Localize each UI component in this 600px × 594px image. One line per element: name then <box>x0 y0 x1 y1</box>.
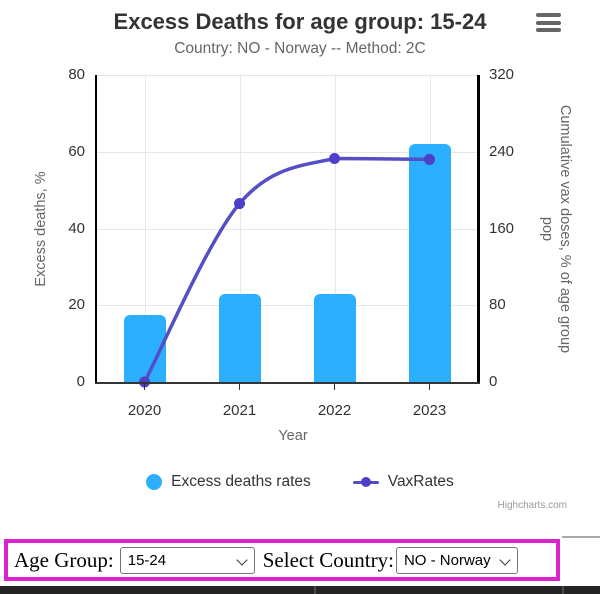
y-right-tick-label: 160 <box>489 219 515 237</box>
country-select-wrap: NO - Norway <box>395 546 518 574</box>
strip-divider <box>562 586 564 594</box>
controls-highlight-box: Age Group: 15-24 Select Country: NO - No… <box>4 539 560 581</box>
y-axis-title-right-line1: Cumulative vax doses, % of age group <box>557 104 573 354</box>
line-series-legend-icon <box>352 474 379 490</box>
bar-2020[interactable] <box>123 314 166 382</box>
y-left-tick-label: 40 <box>68 219 85 237</box>
legend-item-excess-deaths[interactable]: Excess deaths rates <box>146 473 311 491</box>
y-left-tick-label: 60 <box>68 142 85 160</box>
age-group-select[interactable]: 15-24 <box>119 546 255 574</box>
chart-subtitle: Country: NO - Norway -- Method: 2C <box>174 40 426 57</box>
vaxrates-point-2022[interactable] <box>329 152 340 164</box>
age-group-label: Age Group: <box>14 547 114 572</box>
y-left-tick-label: 20 <box>68 296 85 314</box>
y-axis-title-right-line2: pop <box>539 216 555 242</box>
y-left-tick-label: 0 <box>76 373 85 390</box>
legend-label: VaxRates <box>387 473 454 490</box>
bottom-dark-strip <box>0 586 600 594</box>
bar-2021[interactable] <box>218 293 261 382</box>
vaxrates-point-2021[interactable] <box>234 198 245 210</box>
chart-title: Excess Deaths for age group: 15-24 <box>113 9 487 34</box>
select-country-label: Select Country: <box>262 547 394 572</box>
y-left-tick-label: 80 <box>68 66 85 83</box>
x-tick-label-2022: 2022 <box>317 402 352 419</box>
x-tick-mark <box>428 384 431 390</box>
x-tick-label-2023: 2023 <box>412 402 447 419</box>
x-tick-mark <box>143 384 146 390</box>
legend-item-vaxrates[interactable]: VaxRates <box>352 473 454 491</box>
bar-2022[interactable] <box>313 293 356 382</box>
hamburger-bar <box>536 13 561 17</box>
bar-series-legend-icon <box>146 474 163 490</box>
y-right-tick-label: 320 <box>489 66 515 83</box>
hamburger-menu-icon[interactable] <box>536 13 561 32</box>
hamburger-bar <box>536 28 561 32</box>
vaxrates-point-2023[interactable] <box>424 153 435 165</box>
gridline-horizontal <box>97 151 477 153</box>
x-tick-label-2020: 2020 <box>127 402 162 419</box>
legend-marker <box>360 477 371 487</box>
gridline-horizontal <box>97 75 477 76</box>
gridline-horizontal <box>97 228 477 230</box>
highcharts-credits-link[interactable]: Highcharts.com <box>497 500 567 511</box>
x-axis-title: Year <box>278 428 308 444</box>
x-axis-line <box>94 382 480 384</box>
y-axis-line-right <box>477 75 480 383</box>
x-tick-mark <box>333 384 336 390</box>
y-right-tick-label: 240 <box>489 142 515 160</box>
country-select[interactable]: NO - Norway <box>395 546 518 574</box>
y-axis-line-left <box>94 75 97 383</box>
bar-2023[interactable] <box>408 144 451 382</box>
y-axis-title-left: Excess deaths, % <box>33 171 49 287</box>
hamburger-bar <box>536 20 561 25</box>
x-tick-label-2021: 2021 <box>222 402 257 419</box>
legend: Excess deaths rates VaxRates <box>0 470 600 494</box>
x-tick-mark <box>238 384 241 390</box>
strip-divider <box>314 586 316 594</box>
y-right-tick-label: 80 <box>489 296 506 314</box>
gridline-vertical <box>334 75 336 382</box>
vaxrates-spline <box>142 156 430 383</box>
gridline-horizontal <box>97 305 477 307</box>
divider-line <box>562 536 600 538</box>
y-right-tick-label: 0 <box>489 373 498 390</box>
plot-area <box>97 75 477 388</box>
legend-label: Excess deaths rates <box>171 473 311 490</box>
y-axis-title-right: Cumulative vax doses, % of age group pop <box>538 69 574 389</box>
spline-series-layer <box>139 152 435 388</box>
age-group-select-wrap: 15-24 <box>119 546 255 574</box>
